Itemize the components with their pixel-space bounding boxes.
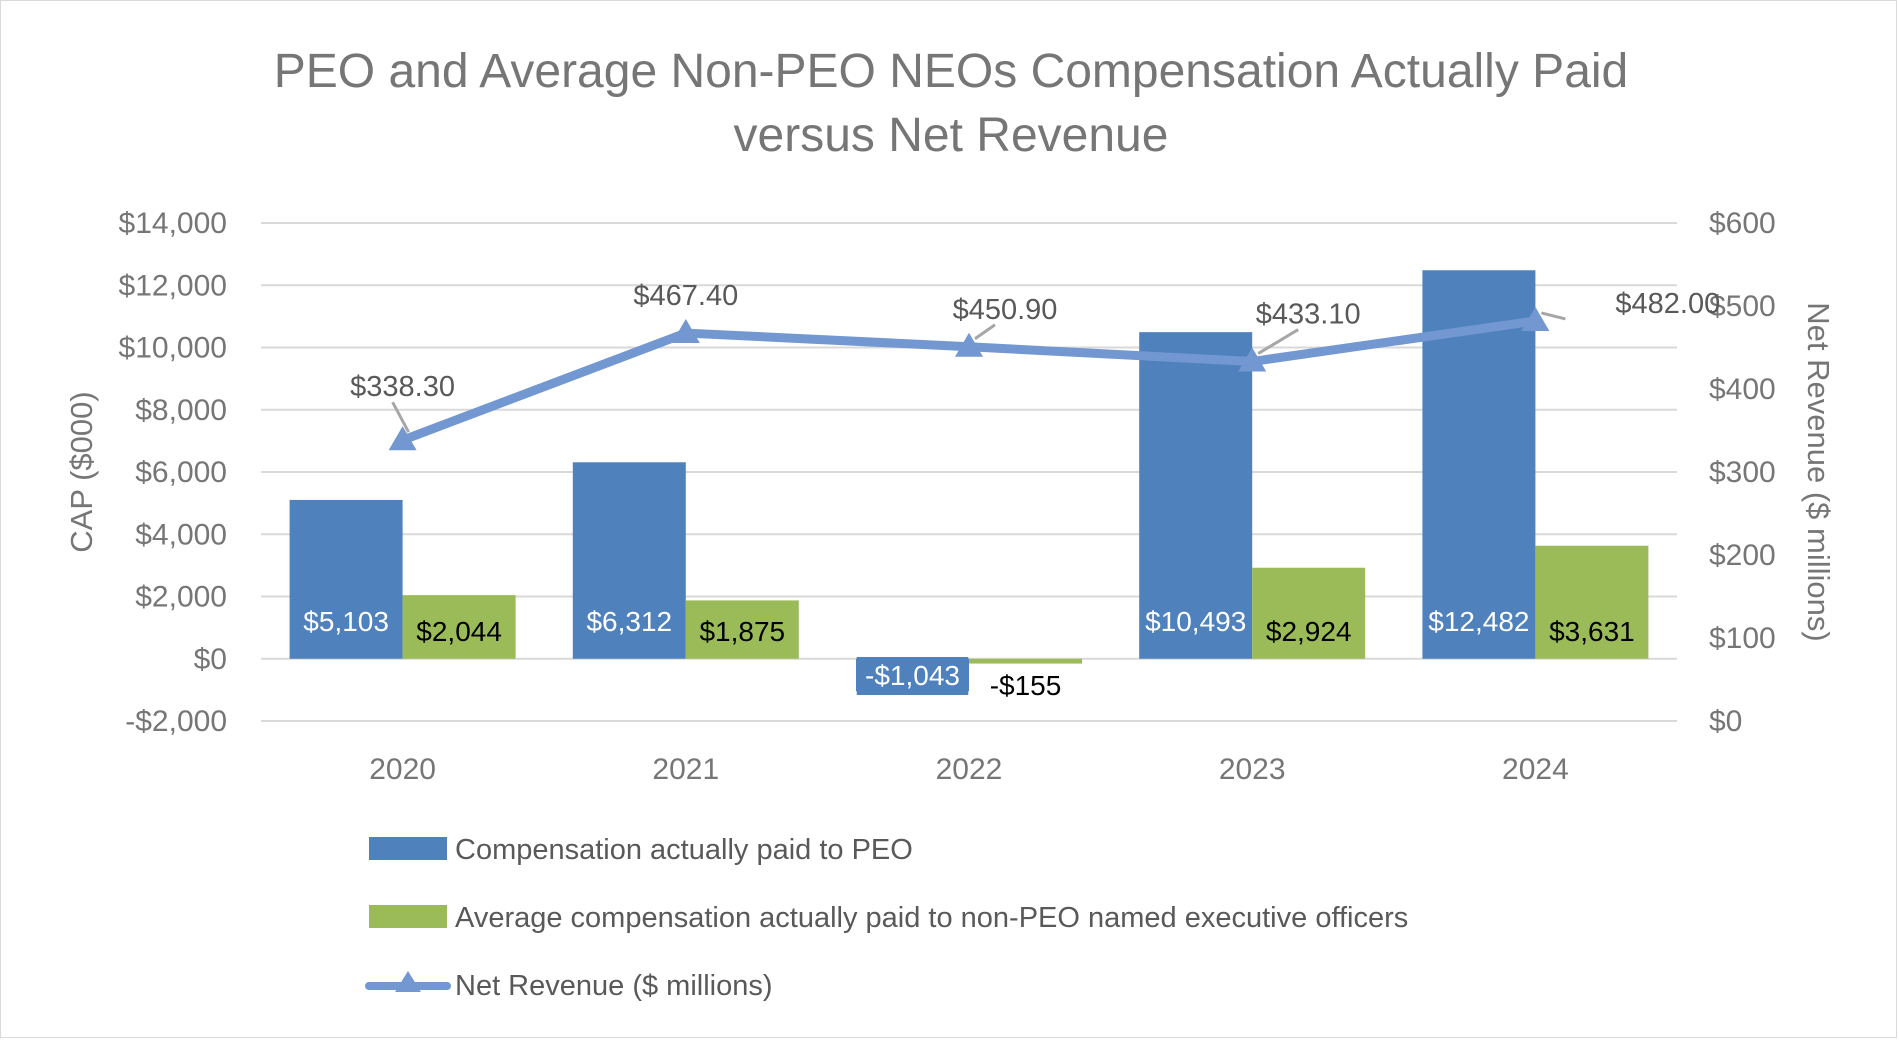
- right-tick-label: $100: [1709, 622, 1776, 655]
- right-tick-label: $200: [1709, 539, 1776, 572]
- legend: Compensation actually paid to PEO Averag…: [365, 834, 1408, 1002]
- net-revenue-leader-line: [1541, 311, 1566, 321]
- left-tick-label: $6,000: [135, 456, 227, 489]
- peo-bar-label-bg: [856, 656, 969, 695]
- neo-bar-label: -$155: [990, 670, 1062, 701]
- right-tick-label: $0: [1709, 705, 1742, 738]
- net-revenue-label: $433.10: [1256, 299, 1361, 331]
- x-tick-label: 2023: [1219, 753, 1286, 786]
- peo-bar: [572, 462, 686, 659]
- neo-bar-label: $1,875: [699, 616, 785, 647]
- peo-bar-label: $6,312: [586, 606, 672, 637]
- net-revenue-label: $482.00: [1615, 288, 1720, 320]
- net-revenue-marker: [1238, 347, 1267, 372]
- neo-bar: [969, 658, 1082, 664]
- peo-bar-label: $10,493: [1145, 606, 1246, 637]
- net-revenue-leader-line: [974, 323, 996, 340]
- peo-bar: [1139, 332, 1253, 659]
- right-tick-label: $300: [1709, 456, 1776, 489]
- left-axis-ticks: -$2,000 $0 $2,000 $4,000 $6,000 $8,000 $10,000…: [119, 207, 227, 738]
- chart-title: PEO and Average Non-PEO NEOs Compensatio…: [274, 45, 1629, 162]
- right-tick-label: $600: [1709, 207, 1776, 240]
- legend-label-line: Net Revenue ($ millions): [455, 970, 773, 1002]
- left-tick-label: $10,000: [119, 332, 227, 365]
- left-tick-label: $0: [194, 643, 227, 676]
- x-tick-label: 2021: [652, 753, 719, 786]
- x-tick-label: 2022: [936, 753, 1003, 786]
- neo-bar: [1535, 545, 1649, 659]
- neo-bar: [685, 600, 799, 659]
- left-axis-title: CAP ($000): [64, 391, 99, 552]
- neo-bar-label: $3,631: [1549, 616, 1635, 647]
- net-revenue-line: $338.30 $467.40 $450.90 $433.10 $482.00: [350, 280, 1720, 451]
- left-tick-label: $8,000: [135, 394, 227, 427]
- legend-label-peo: Compensation actually paid to PEO: [455, 834, 913, 866]
- left-tick-label: $14,000: [119, 207, 227, 240]
- neo-bar: [1252, 567, 1366, 659]
- legend-swatch-peo: [369, 837, 447, 860]
- bars: [289, 270, 1649, 692]
- x-tick-label: 2024: [1502, 753, 1569, 786]
- left-tick-label: $4,000: [135, 518, 227, 551]
- neo-bar: [402, 595, 516, 659]
- legend-swatch-neo: [369, 905, 447, 928]
- net-revenue-marker: [671, 319, 700, 344]
- neo-bar-label: $2,044: [416, 616, 502, 647]
- net-revenue-label: $467.40: [633, 280, 738, 312]
- left-tick-label: -$2,000: [125, 705, 227, 738]
- net-revenue-leader-line: [1257, 328, 1299, 355]
- net-revenue-marker: [1521, 306, 1550, 331]
- net-revenue-label: $338.30: [350, 371, 455, 403]
- left-tick-label: $12,000: [119, 269, 227, 302]
- x-axis-ticks: 2020 2021 2022 2023 2024: [369, 753, 1569, 786]
- left-tick-label: $2,000: [135, 581, 227, 614]
- net-revenue-label: $450.90: [953, 294, 1058, 326]
- peo-bar-label: $5,103: [303, 606, 389, 637]
- right-axis-ticks: $0 $100 $200 $300 $400 $500 $600: [1709, 207, 1776, 738]
- peo-bar-label: $12,482: [1428, 606, 1529, 637]
- right-tick-label: $500: [1709, 290, 1776, 323]
- net-revenue-marker: [388, 426, 417, 451]
- legend-swatch-triangle-icon: [395, 971, 421, 992]
- x-tick-label: 2020: [369, 753, 436, 786]
- right-axis-title: Net Revenue ($ millions): [1801, 302, 1836, 641]
- net-revenue-marker: [955, 332, 983, 357]
- chart-title-line-1: PEO and Average Non-PEO NEOs Compensatio…: [274, 45, 1629, 98]
- peo-bar-label: -$1,043: [865, 660, 960, 691]
- right-tick-label: $400: [1709, 373, 1776, 406]
- neo-bar-label: $2,924: [1266, 616, 1352, 647]
- net-revenue-leader-line: [391, 401, 410, 433]
- peo-bar: [289, 499, 403, 659]
- chart-title-line-2: versus Net Revenue: [734, 109, 1169, 162]
- legend-label-neo: Average compensation actually paid to no…: [455, 902, 1408, 934]
- bar-labels: $5,103 $6,312 -$1,043 $10,493 $12,482 $2,044 $…: [303, 606, 1634, 701]
